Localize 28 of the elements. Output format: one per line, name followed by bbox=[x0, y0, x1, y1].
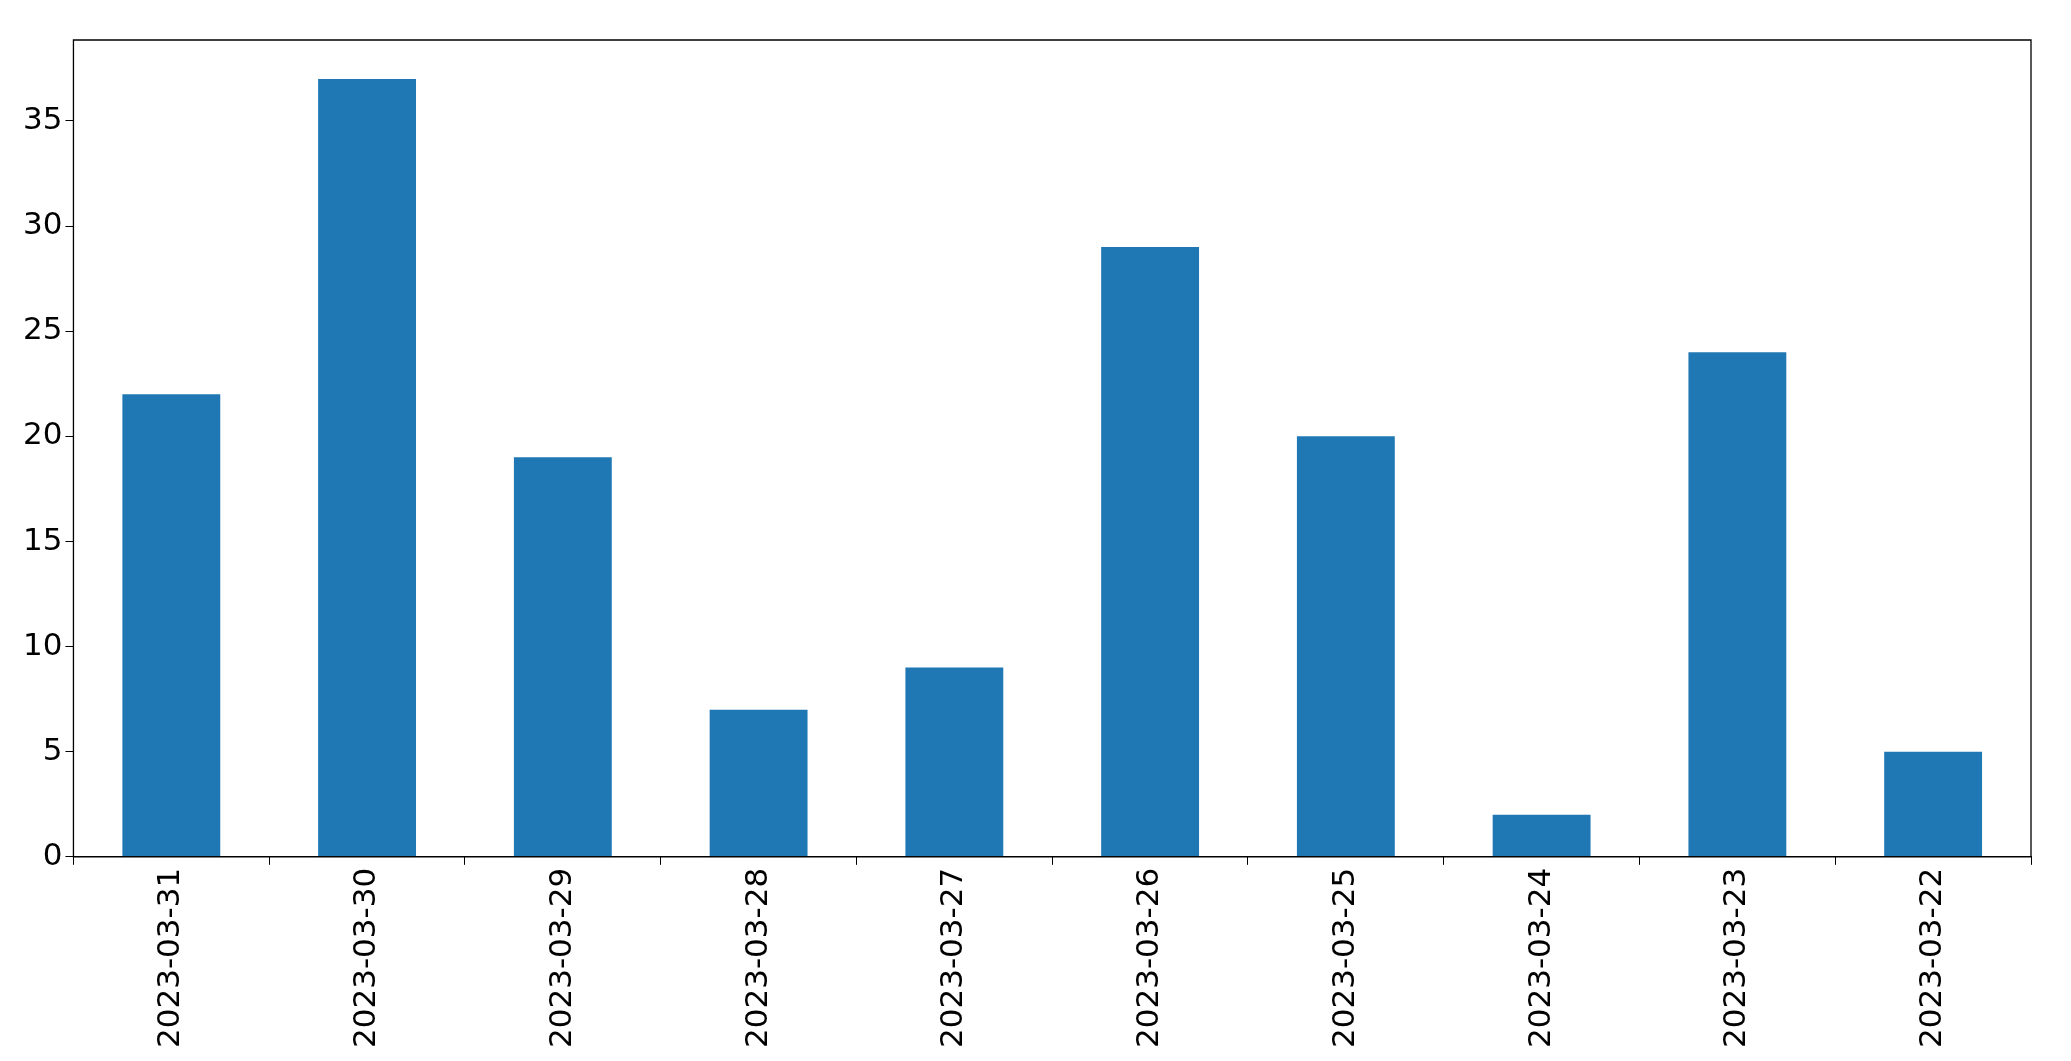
y-tick-label: 0 bbox=[42, 835, 63, 872]
x-tick-label: 2023-03-30 bbox=[346, 867, 383, 1049]
bar bbox=[1688, 352, 1787, 857]
bar bbox=[318, 78, 417, 857]
x-tick-label: 2023-03-27 bbox=[933, 867, 970, 1049]
x-tick-label: 2023-03-29 bbox=[541, 867, 578, 1049]
bar bbox=[709, 709, 808, 857]
y-tick-label: 30 bbox=[22, 205, 63, 242]
x-tick-label: 2023-03-24 bbox=[1520, 867, 1557, 1049]
y-tick-label: 5 bbox=[42, 730, 63, 767]
bar bbox=[1884, 751, 1983, 857]
x-tick-label: 2023-03-28 bbox=[737, 867, 774, 1049]
y-tick-label: 10 bbox=[22, 625, 63, 662]
y-tick-label: 25 bbox=[22, 310, 63, 347]
bar bbox=[122, 394, 221, 857]
x-tick-label: 2023-03-31 bbox=[150, 867, 187, 1049]
bar bbox=[513, 457, 612, 857]
y-tick-label: 15 bbox=[22, 520, 63, 557]
y-tick-label: 20 bbox=[22, 415, 63, 452]
x-tick-label: 2023-03-26 bbox=[1129, 867, 1166, 1049]
x-tick-label: 2023-03-23 bbox=[1716, 867, 1753, 1049]
bar bbox=[1296, 436, 1395, 857]
x-tick-label: 2023-03-25 bbox=[1324, 867, 1361, 1049]
bar bbox=[1101, 247, 1200, 857]
x-tick-label: 2023-03-22 bbox=[1912, 867, 1949, 1049]
bar bbox=[905, 667, 1004, 857]
y-tick-label: 35 bbox=[22, 100, 63, 136]
bar bbox=[1492, 814, 1591, 857]
